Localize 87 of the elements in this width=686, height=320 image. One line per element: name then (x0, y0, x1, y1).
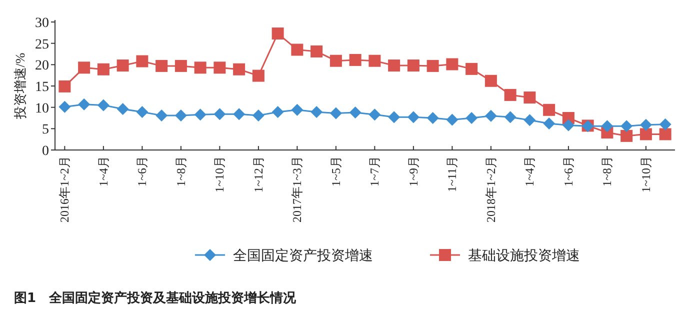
point (252, 109, 264, 122)
legend-label: 基础设施投资增速 (468, 248, 580, 264)
x-tick-label: 1~10月 (638, 156, 653, 192)
point (640, 128, 652, 140)
point (78, 98, 90, 110)
point (543, 104, 556, 116)
x-tick-label: 1~6月 (561, 156, 576, 186)
point (116, 103, 129, 116)
x-tick-label: 1~9月 (406, 156, 420, 186)
y-tick-label: 5 (42, 122, 49, 138)
point (136, 106, 148, 118)
x-tick-label: 1~11月 (445, 156, 460, 192)
point (310, 106, 323, 118)
point (116, 60, 129, 72)
x-tick-label: 2017年1~3月 (290, 156, 304, 222)
point (368, 108, 381, 121)
point (272, 28, 284, 40)
point (330, 107, 342, 120)
point (252, 70, 264, 82)
point (524, 92, 536, 104)
point (310, 45, 323, 58)
point (214, 62, 226, 74)
point (407, 111, 420, 124)
point (368, 54, 381, 67)
point (349, 106, 362, 118)
point (78, 62, 90, 74)
point (233, 63, 246, 76)
point (426, 60, 439, 72)
point (272, 106, 284, 118)
point (291, 104, 304, 116)
point (291, 44, 304, 56)
x-tick-label: 1~12月 (251, 156, 266, 192)
point (97, 63, 110, 76)
point (620, 130, 633, 142)
x-tick-label: 1~5月 (328, 156, 343, 186)
x-tick-label: 2018年1~2月 (484, 156, 498, 222)
x-tick-label: 1~4月 (522, 156, 537, 186)
x-tick-label: 1~6月 (135, 156, 150, 186)
y-tick-label: 25 (35, 37, 49, 52)
y-tick-label: 20 (35, 58, 49, 74)
point (214, 108, 226, 120)
point (174, 60, 187, 72)
x-tick-label: 1~4月 (96, 156, 110, 186)
legend-label: 全国固定资产投资增速 (233, 248, 373, 264)
point (659, 128, 672, 140)
point (446, 114, 458, 126)
point (543, 118, 556, 130)
point (136, 55, 148, 68)
point (504, 111, 516, 124)
point (484, 110, 497, 122)
caption: 图1 全国固定资产投资及基础设施投资增长情况 (14, 290, 298, 306)
point (620, 120, 633, 132)
y-tick-label: 30 (35, 16, 49, 31)
point (640, 118, 652, 131)
point (330, 54, 342, 67)
point (194, 62, 206, 74)
point (388, 111, 400, 124)
point (97, 99, 110, 112)
point (174, 109, 187, 122)
point (194, 108, 206, 121)
x-tick-label: 2016年1~2月 (58, 156, 72, 222)
point (58, 80, 71, 92)
point (388, 60, 400, 72)
point (407, 60, 420, 72)
point (349, 54, 362, 66)
y-tick-label: 10 (35, 101, 49, 116)
point (562, 119, 574, 132)
point (601, 120, 614, 132)
y-axis-title: 投资增速/% (12, 52, 28, 120)
point (484, 74, 497, 87)
point (446, 58, 458, 70)
point (156, 109, 168, 122)
point (233, 108, 246, 120)
point (466, 112, 478, 124)
y-tick-label: 0 (42, 144, 49, 159)
point (466, 62, 478, 75)
point (524, 114, 536, 126)
point (426, 112, 439, 124)
x-tick-label: 1~8月 (174, 156, 188, 186)
x-tick-label: 1~10月 (212, 156, 227, 192)
point (504, 88, 516, 101)
y-tick-label: 15 (35, 80, 49, 95)
point (659, 118, 672, 130)
point (156, 60, 168, 72)
point (58, 100, 71, 113)
x-tick-label: 1~7月 (368, 156, 382, 186)
x-tick-label: 1~8月 (600, 156, 614, 186)
